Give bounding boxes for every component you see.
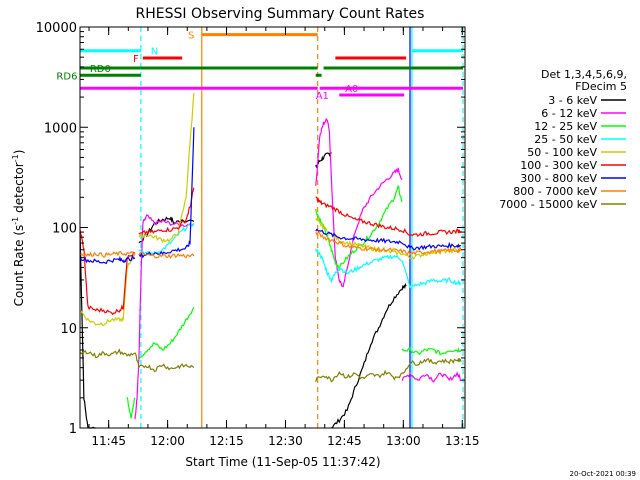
x-tick-label: 13:15 xyxy=(445,434,480,448)
legend-subheader: FDecim 5 xyxy=(575,80,627,93)
flag-label: N xyxy=(151,47,158,58)
legend-entry-label: 3 - 6 keV xyxy=(548,94,597,107)
series-line xyxy=(79,250,136,258)
series-line xyxy=(331,282,407,429)
x-tick-label: 12:30 xyxy=(268,434,303,448)
series-line xyxy=(79,348,195,373)
series-line xyxy=(315,185,403,272)
y-axis-label-superscript: -1 xyxy=(11,217,20,225)
x-tick-label: 12:15 xyxy=(209,434,244,448)
y-tick-label: 10000 xyxy=(36,21,77,36)
flag-label: RD6 xyxy=(56,71,77,82)
series-line xyxy=(401,371,462,383)
series-line xyxy=(138,92,195,244)
series-line xyxy=(401,347,462,356)
y-axis-label-part: detector xyxy=(12,162,26,217)
legend-entry-label: 50 - 100 keV xyxy=(527,146,597,159)
series-line xyxy=(315,357,462,383)
series-line xyxy=(79,229,136,316)
series-line xyxy=(126,396,136,419)
series-line xyxy=(138,127,195,259)
flag-label: A1 xyxy=(316,91,329,102)
series-line xyxy=(134,214,195,420)
y-axis-label-part: Count Rate (s xyxy=(12,225,26,307)
legend-entry-label: 6 - 12 keV xyxy=(541,107,597,120)
flag-label: A0 xyxy=(345,84,358,95)
x-tick-label: 11:45 xyxy=(91,434,126,448)
flag-label: S xyxy=(188,31,194,42)
series-line xyxy=(79,253,136,327)
y-tick-label: 100 xyxy=(52,222,77,237)
x-axis: 11:45 12:00 12:15 12:30 12:45 13:00 13:15 xyxy=(88,27,480,448)
y-tick-label: 10 xyxy=(60,322,77,337)
series-line xyxy=(315,248,462,291)
series-line xyxy=(138,222,195,257)
series-line xyxy=(138,187,195,235)
legend-entry-label: 12 - 25 keV xyxy=(534,120,597,133)
legend-entry-label: 300 - 800 keV xyxy=(520,172,597,185)
legend-entry-label: 7000 - 15000 keV xyxy=(499,198,597,211)
x-tick-label: 13:00 xyxy=(386,434,421,448)
x-tick-label: 12:45 xyxy=(327,434,362,448)
legend-entry-label: 25 - 50 keV xyxy=(534,133,597,146)
flag-label: RD0 xyxy=(90,64,111,75)
series-line xyxy=(315,217,462,260)
series-line xyxy=(315,196,462,238)
legend-entry-label: 100 - 300 keV xyxy=(520,159,597,172)
series-line xyxy=(315,228,462,251)
legend-entry-label: 800 - 7000 keV xyxy=(513,185,597,198)
state-flags: N S F RD0 RD6 A0 A1 xyxy=(56,31,464,102)
y-axis-label: Count Rate (s-1 detector-1) xyxy=(11,150,26,307)
series-line xyxy=(315,152,332,169)
flag-label: F xyxy=(133,54,139,65)
x-tick-label: 12:00 xyxy=(150,434,185,448)
series-line xyxy=(315,231,462,256)
timestamp: 20-Oct-2021 00:39 xyxy=(570,470,636,478)
series-line xyxy=(315,117,403,288)
series-line xyxy=(79,254,136,265)
y-axis-label-part: ) xyxy=(12,150,26,155)
y-tick-label: 1000 xyxy=(44,121,77,136)
series-line xyxy=(138,307,195,360)
series-line xyxy=(138,251,195,259)
y-axis: 1 10 100 1000 10000 xyxy=(36,21,465,437)
y-axis-label-superscript: -1 xyxy=(11,154,20,162)
legend-header: Det 1,3,4,5,6,9, xyxy=(541,68,627,81)
x-axis-label: Start Time (11-Sep-05 11:37:42) xyxy=(185,455,380,469)
chart-title: RHESSI Observing Summary Count Rates xyxy=(136,6,425,22)
y-tick-label: 1 xyxy=(69,422,77,437)
